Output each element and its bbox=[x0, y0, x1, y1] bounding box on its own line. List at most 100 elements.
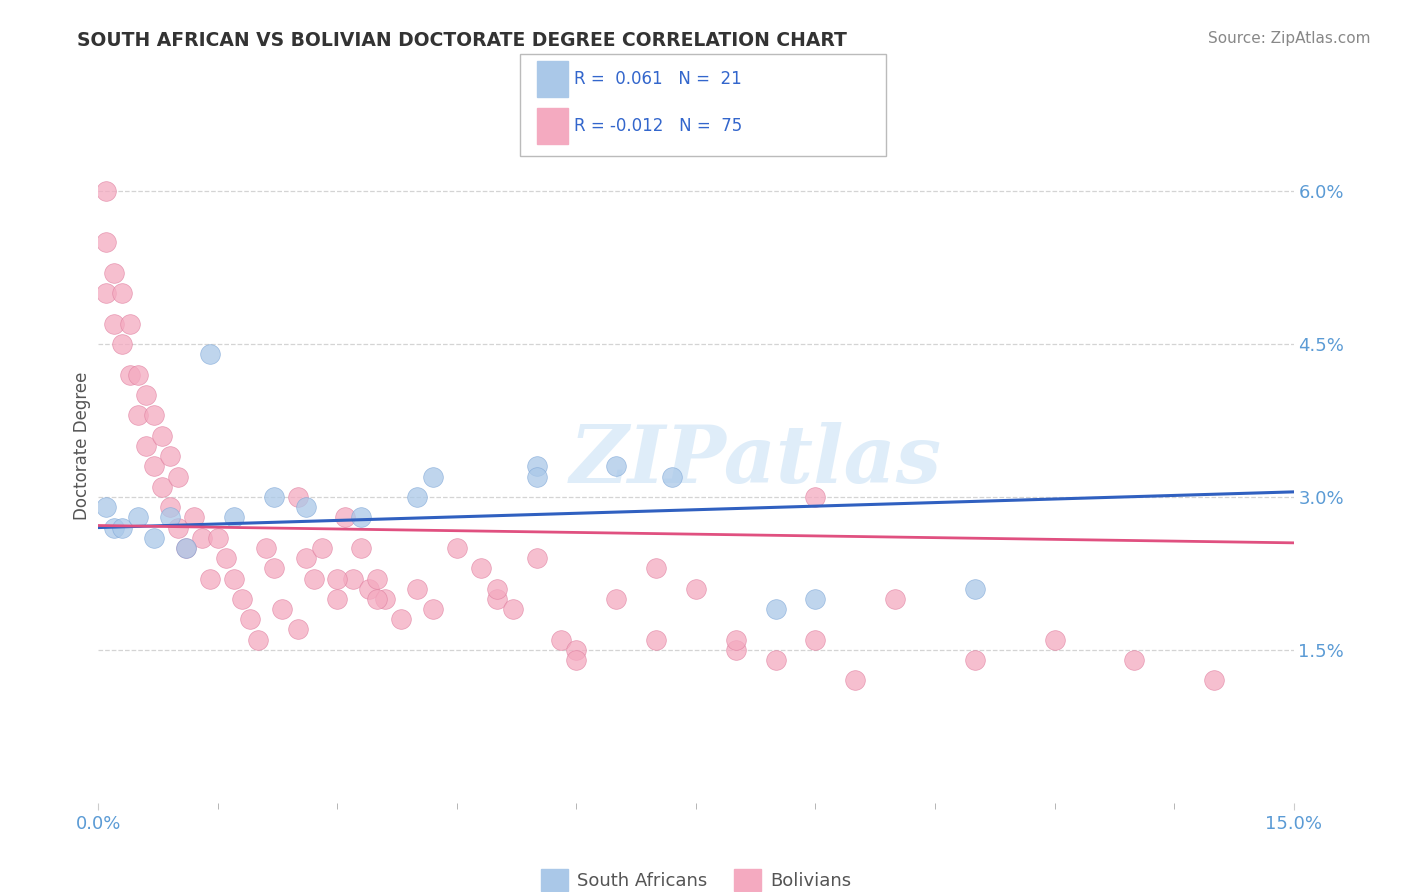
Point bbox=[366, 572, 388, 586]
Point bbox=[422, 469, 444, 483]
Point bbox=[287, 623, 309, 637]
Point bbox=[183, 510, 205, 524]
Point bbox=[406, 490, 429, 504]
Point bbox=[159, 449, 181, 463]
Point bbox=[1202, 673, 1225, 688]
Text: SOUTH AFRICAN VS BOLIVIAN DOCTORATE DEGREE CORRELATION CHART: SOUTH AFRICAN VS BOLIVIAN DOCTORATE DEGR… bbox=[77, 31, 848, 50]
Point bbox=[159, 510, 181, 524]
Point bbox=[804, 632, 827, 647]
Point bbox=[359, 582, 381, 596]
Point bbox=[215, 551, 238, 566]
Point bbox=[302, 572, 325, 586]
Point bbox=[605, 459, 627, 474]
Point bbox=[246, 632, 269, 647]
Point bbox=[198, 347, 221, 361]
Point bbox=[661, 469, 683, 483]
Point bbox=[111, 520, 134, 534]
Point bbox=[103, 266, 125, 280]
Text: Source: ZipAtlas.com: Source: ZipAtlas.com bbox=[1208, 31, 1371, 46]
Point bbox=[406, 582, 429, 596]
Point bbox=[485, 591, 508, 606]
Point bbox=[198, 572, 221, 586]
Point bbox=[645, 632, 668, 647]
Point bbox=[150, 480, 173, 494]
Point bbox=[231, 591, 253, 606]
Point bbox=[103, 520, 125, 534]
Point bbox=[96, 286, 118, 301]
Point bbox=[96, 235, 118, 249]
Point bbox=[287, 490, 309, 504]
Point bbox=[804, 591, 827, 606]
Point bbox=[804, 490, 827, 504]
Point bbox=[270, 602, 292, 616]
Point bbox=[254, 541, 277, 555]
Point bbox=[311, 541, 333, 555]
Point bbox=[167, 520, 190, 534]
Point bbox=[207, 531, 229, 545]
Point bbox=[111, 286, 134, 301]
Point bbox=[470, 561, 492, 575]
Point bbox=[765, 602, 787, 616]
Point bbox=[263, 490, 285, 504]
Point bbox=[239, 612, 262, 626]
Point bbox=[565, 643, 588, 657]
Point bbox=[685, 582, 707, 596]
Point bbox=[127, 409, 149, 423]
Point bbox=[103, 317, 125, 331]
Point bbox=[111, 337, 134, 351]
Point bbox=[222, 510, 245, 524]
Point bbox=[374, 591, 396, 606]
Point bbox=[159, 500, 181, 515]
Point bbox=[963, 582, 986, 596]
Point bbox=[526, 551, 548, 566]
Point bbox=[724, 643, 747, 657]
Legend: South Africans, Bolivians: South Africans, Bolivians bbox=[533, 862, 859, 892]
Point bbox=[294, 500, 316, 515]
Point bbox=[526, 459, 548, 474]
Point bbox=[135, 439, 157, 453]
Point bbox=[96, 184, 118, 198]
Point bbox=[120, 317, 142, 331]
Point bbox=[174, 541, 197, 555]
Point bbox=[167, 469, 190, 483]
Point bbox=[605, 591, 627, 606]
Point bbox=[326, 572, 349, 586]
Point bbox=[174, 541, 197, 555]
Point bbox=[565, 653, 588, 667]
Text: R = -0.012   N =  75: R = -0.012 N = 75 bbox=[574, 117, 742, 135]
Point bbox=[446, 541, 468, 555]
Point bbox=[350, 541, 373, 555]
Point bbox=[127, 368, 149, 382]
Point bbox=[1123, 653, 1146, 667]
Point bbox=[963, 653, 986, 667]
Point bbox=[335, 510, 357, 524]
Point bbox=[1043, 632, 1066, 647]
Point bbox=[143, 459, 166, 474]
Point bbox=[150, 429, 173, 443]
Point bbox=[143, 531, 166, 545]
Point bbox=[342, 572, 364, 586]
Point bbox=[502, 602, 524, 616]
Point bbox=[326, 591, 349, 606]
Y-axis label: Doctorate Degree: Doctorate Degree bbox=[73, 372, 91, 520]
Point bbox=[526, 469, 548, 483]
Text: ZIPatlas: ZIPatlas bbox=[569, 422, 942, 499]
Point bbox=[724, 632, 747, 647]
Point bbox=[294, 551, 316, 566]
Point bbox=[135, 388, 157, 402]
Point bbox=[422, 602, 444, 616]
Point bbox=[485, 582, 508, 596]
Point bbox=[191, 531, 214, 545]
Point bbox=[263, 561, 285, 575]
Point bbox=[120, 368, 142, 382]
Point bbox=[366, 591, 388, 606]
Point bbox=[844, 673, 866, 688]
Point bbox=[127, 510, 149, 524]
Point bbox=[884, 591, 907, 606]
Point bbox=[765, 653, 787, 667]
Text: R =  0.061   N =  21: R = 0.061 N = 21 bbox=[574, 70, 741, 87]
Point bbox=[222, 572, 245, 586]
Point bbox=[350, 510, 373, 524]
Point bbox=[550, 632, 572, 647]
Point bbox=[389, 612, 412, 626]
